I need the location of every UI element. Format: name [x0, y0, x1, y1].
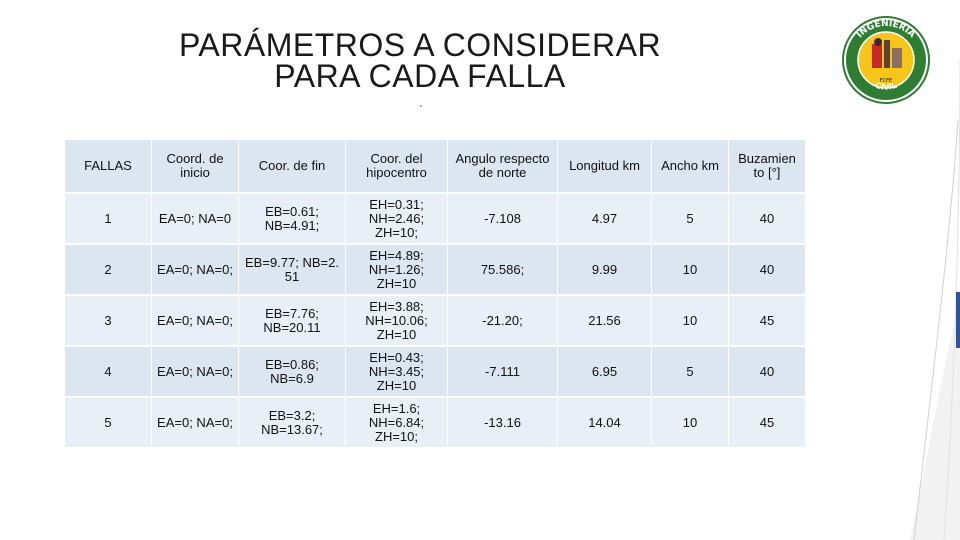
header-hipocentro: Coor. del hipocentro — [346, 140, 448, 194]
cell-longitud: 6.95 — [558, 347, 652, 398]
table-row: 1 EA=0; NA=0 EB=0.61; NB=4.91; EH=0.31; … — [65, 194, 806, 245]
cell-longitud: 14.04 — [558, 398, 652, 449]
cell-ancho: 10 — [652, 245, 729, 296]
header-ancho: Ancho km — [652, 140, 729, 194]
cell-longitud: 4.97 — [558, 194, 652, 245]
cell-angulo: -21.20; — [448, 296, 558, 347]
header-buzamiento: Buzamien to [°] — [729, 140, 806, 194]
title-line-2: PARA CADA FALLA — [274, 58, 566, 94]
cell-falla: 4 — [65, 347, 152, 398]
cell-inicio: EA=0; NA=0; — [152, 398, 239, 449]
cell-hipocentro: EH=3.88; NH=10.06; ZH=10 — [346, 296, 448, 347]
cell-angulo: -7.111 — [448, 347, 558, 398]
title-line-1: PARÁMETROS A CONSIDERAR — [178, 27, 662, 63]
cell-inicio: EA=0; NA=0 — [152, 194, 239, 245]
cell-hipocentro: EH=0.43; NH=3.45; ZH=10 — [346, 347, 448, 398]
cell-inicio: EA=0; NA=0; — [152, 296, 239, 347]
cell-ancho: 5 — [652, 347, 729, 398]
fault-parameters-table: FALLAS Coord. de inicio Coor. de fin Coo… — [65, 140, 806, 449]
header-longitud: Longitud km — [558, 140, 652, 194]
cell-ancho: 10 — [652, 296, 729, 347]
slide-corner-decoration — [910, 0, 960, 540]
table-row: 5 EA=0; NA=0; EB=3.2; NB=13.67; EH=1.6; … — [65, 398, 806, 449]
cell-falla: 2 — [65, 245, 152, 296]
cell-fin: EB=9.77; NB=2. 51 — [239, 245, 346, 296]
cell-fin: EB=3.2; NB=13.67; — [239, 398, 346, 449]
header-coord-inicio: Coord. de inicio — [152, 140, 239, 194]
cell-fin: EB=7.76; NB=20.11 — [239, 296, 346, 347]
cell-ancho: 10 — [652, 398, 729, 449]
cell-hipocentro: EH=1.6; NH=6.84; ZH=10; — [346, 398, 448, 449]
svg-text:CIVIL: CIVIL — [874, 81, 898, 92]
cell-angulo: 75.586; — [448, 245, 558, 296]
cell-inicio: EA=0; NA=0; — [152, 245, 239, 296]
tiny-mark: ' — [420, 104, 422, 115]
cell-buzamiento: 40 — [729, 245, 806, 296]
header-buzamiento-line1: Buzamien — [738, 151, 796, 166]
table-row: 3 EA=0; NA=0; EB=7.76; NB=20.11 EH=3.88;… — [65, 296, 806, 347]
logo-text-mid: FCFE — [880, 78, 892, 84]
cell-angulo: -13.16 — [448, 398, 558, 449]
cell-falla: 5 — [65, 398, 152, 449]
slide-title: PARÁMETROS A CONSIDERAR PARA CADA FALLA — [140, 27, 700, 94]
cell-longitud: 9.99 — [558, 245, 652, 296]
cell-buzamiento: 45 — [729, 296, 806, 347]
cell-buzamiento: 45 — [729, 398, 806, 449]
cell-falla: 3 — [65, 296, 152, 347]
cell-fin: EB=0.61; NB=4.91; — [239, 194, 346, 245]
table-row: 4 EA=0; NA=0; EB=0.86; NB=6.9 EH=0.43; N… — [65, 347, 806, 398]
table-row: 2 EA=0; NA=0; EB=9.77; NB=2. 51 EH=4.89;… — [65, 245, 806, 296]
cell-buzamiento: 40 — [729, 347, 806, 398]
header-angulo: Angulo respecto de norte — [448, 140, 558, 194]
cell-longitud: 21.56 — [558, 296, 652, 347]
cell-falla: 1 — [65, 194, 152, 245]
header-fallas: FALLAS — [65, 140, 152, 194]
header-coord-fin: Coor. de fin — [239, 140, 346, 194]
cell-inicio: EA=0; NA=0; — [152, 347, 239, 398]
cell-ancho: 5 — [652, 194, 729, 245]
cell-angulo: -7.108 — [448, 194, 558, 245]
logo-text-bottom: CIVIL — [874, 81, 898, 92]
cell-hipocentro: EH=4.89; NH=1.26; ZH=10 — [346, 245, 448, 296]
cell-fin: EB=0.86; NB=6.9 — [239, 347, 346, 398]
table-header-row: FALLAS Coord. de inicio Coor. de fin Coo… — [65, 140, 806, 194]
header-buzamiento-line2: to [°] — [753, 165, 781, 180]
cell-hipocentro: EH=0.31; NH=2.46; ZH=10; — [346, 194, 448, 245]
cell-buzamiento: 40 — [729, 194, 806, 245]
university-seal-icon: INGENIERIA CIVIL FCFE — [842, 16, 930, 104]
